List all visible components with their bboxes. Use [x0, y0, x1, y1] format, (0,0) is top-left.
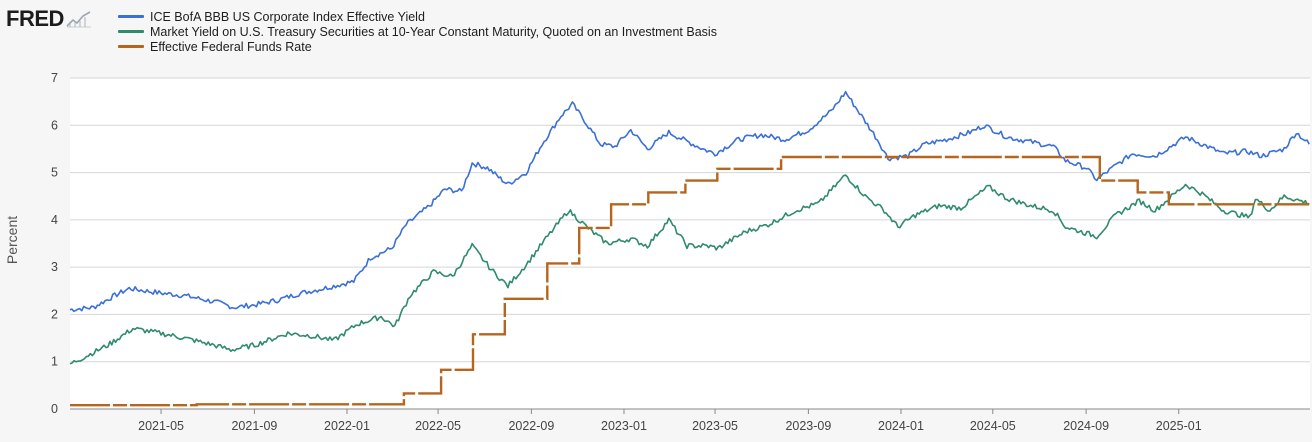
- legend-swatch: [118, 15, 144, 18]
- x-tick-label: 2022-05: [415, 419, 461, 433]
- y-tick-label: 5: [51, 166, 58, 180]
- x-tick-label: 2023-01: [601, 419, 647, 433]
- legend-item-bbb-yield[interactable]: ICE BofA BBB US Corporate Index Effectiv…: [118, 9, 717, 24]
- y-tick-label: 3: [51, 260, 58, 274]
- legend-item-treasury-10y[interactable]: Market Yield on U.S. Treasury Securities…: [118, 24, 717, 39]
- x-tick-label: 2024-09: [1063, 419, 1109, 433]
- y-tick-label: 2: [51, 307, 58, 321]
- x-tick-label: 2022-01: [324, 419, 370, 433]
- x-tick-label: 2021-05: [138, 419, 184, 433]
- series-line-treasury-10y: [69, 174, 1310, 365]
- x-tick-label: 2024-01: [878, 419, 924, 433]
- x-tick-label: 2023-09: [785, 419, 831, 433]
- legend-item-fed-funds[interactable]: Effective Federal Funds Rate: [118, 39, 717, 54]
- y-tick-label: 6: [51, 118, 58, 132]
- chart-legend: ICE BofA BBB US Corporate Index Effectiv…: [118, 9, 717, 54]
- y-tick-label: 0: [51, 402, 58, 416]
- legend-swatch: [118, 30, 144, 33]
- x-tick-label: 2023-05: [692, 419, 738, 433]
- legend-swatch: [118, 45, 144, 48]
- x-tick-label: 2025-01: [1156, 419, 1202, 433]
- x-tick-label: 2021-09: [231, 419, 277, 433]
- x-tick-label: 2022-09: [508, 419, 554, 433]
- legend-label: Effective Federal Funds Rate: [150, 39, 312, 54]
- chart-trend-icon: [66, 11, 91, 28]
- x-tick-label: 2024-05: [970, 419, 1016, 433]
- y-tick-label: 7: [51, 71, 58, 85]
- series-line-fed-funds: [70, 155, 1310, 407]
- fred-logo[interactable]: FRED: [6, 6, 92, 32]
- legend-label: ICE BofA BBB US Corporate Index Effectiv…: [150, 9, 425, 24]
- y-tick-label: 4: [51, 213, 58, 227]
- y-tick-label: 1: [51, 355, 58, 369]
- legend-label: Market Yield on U.S. Treasury Securities…: [150, 24, 717, 39]
- brand-name: FRED: [6, 6, 64, 31]
